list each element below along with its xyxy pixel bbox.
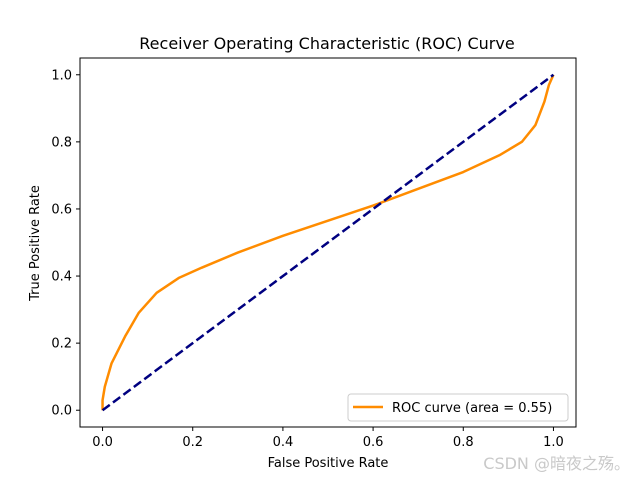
x-axis-ticks: 0.0 0.2 0.4 0.6 0.8 1.0 — [92, 427, 564, 450]
x-tick-label: 1.0 — [543, 435, 564, 450]
y-axis-ticks: 0.0 0.2 0.4 0.6 0.8 1.0 — [51, 68, 80, 419]
plot-frame — [79, 57, 577, 428]
y-tick-label: 0.4 — [51, 270, 72, 285]
y-tick-label: 0.0 — [51, 404, 72, 419]
x-axis-label: False Positive Rate — [268, 456, 389, 471]
legend-box — [347, 393, 569, 422]
watermark: CSDN @暗夜之殇。 — [483, 454, 630, 473]
x-tick-label: 0.4 — [273, 435, 294, 450]
chart-title: Receiver Operating Characteristic (ROC) … — [139, 34, 514, 53]
roc-curve-line — [101, 74, 555, 411]
legend: ROC curve (area = 0.55) — [347, 393, 569, 422]
x-tick-label: 0.2 — [182, 435, 203, 450]
y-tick-label: 0.6 — [51, 202, 72, 217]
x-tick-label: 0.6 — [363, 435, 384, 450]
x-tick-label: 0.8 — [453, 435, 474, 450]
y-tick-label: 0.2 — [51, 337, 72, 352]
legend-label: ROC curve (area = 0.55) — [392, 401, 552, 416]
y-tick-label: 0.8 — [51, 135, 72, 150]
y-axis-label: True Positive Rate — [28, 185, 43, 302]
plot-area — [79, 57, 577, 428]
y-tick-label: 1.0 — [51, 68, 72, 83]
x-tick-label: 0.0 — [92, 435, 113, 450]
chance-diagonal-line — [101, 73, 555, 412]
series-layer — [101, 73, 555, 412]
